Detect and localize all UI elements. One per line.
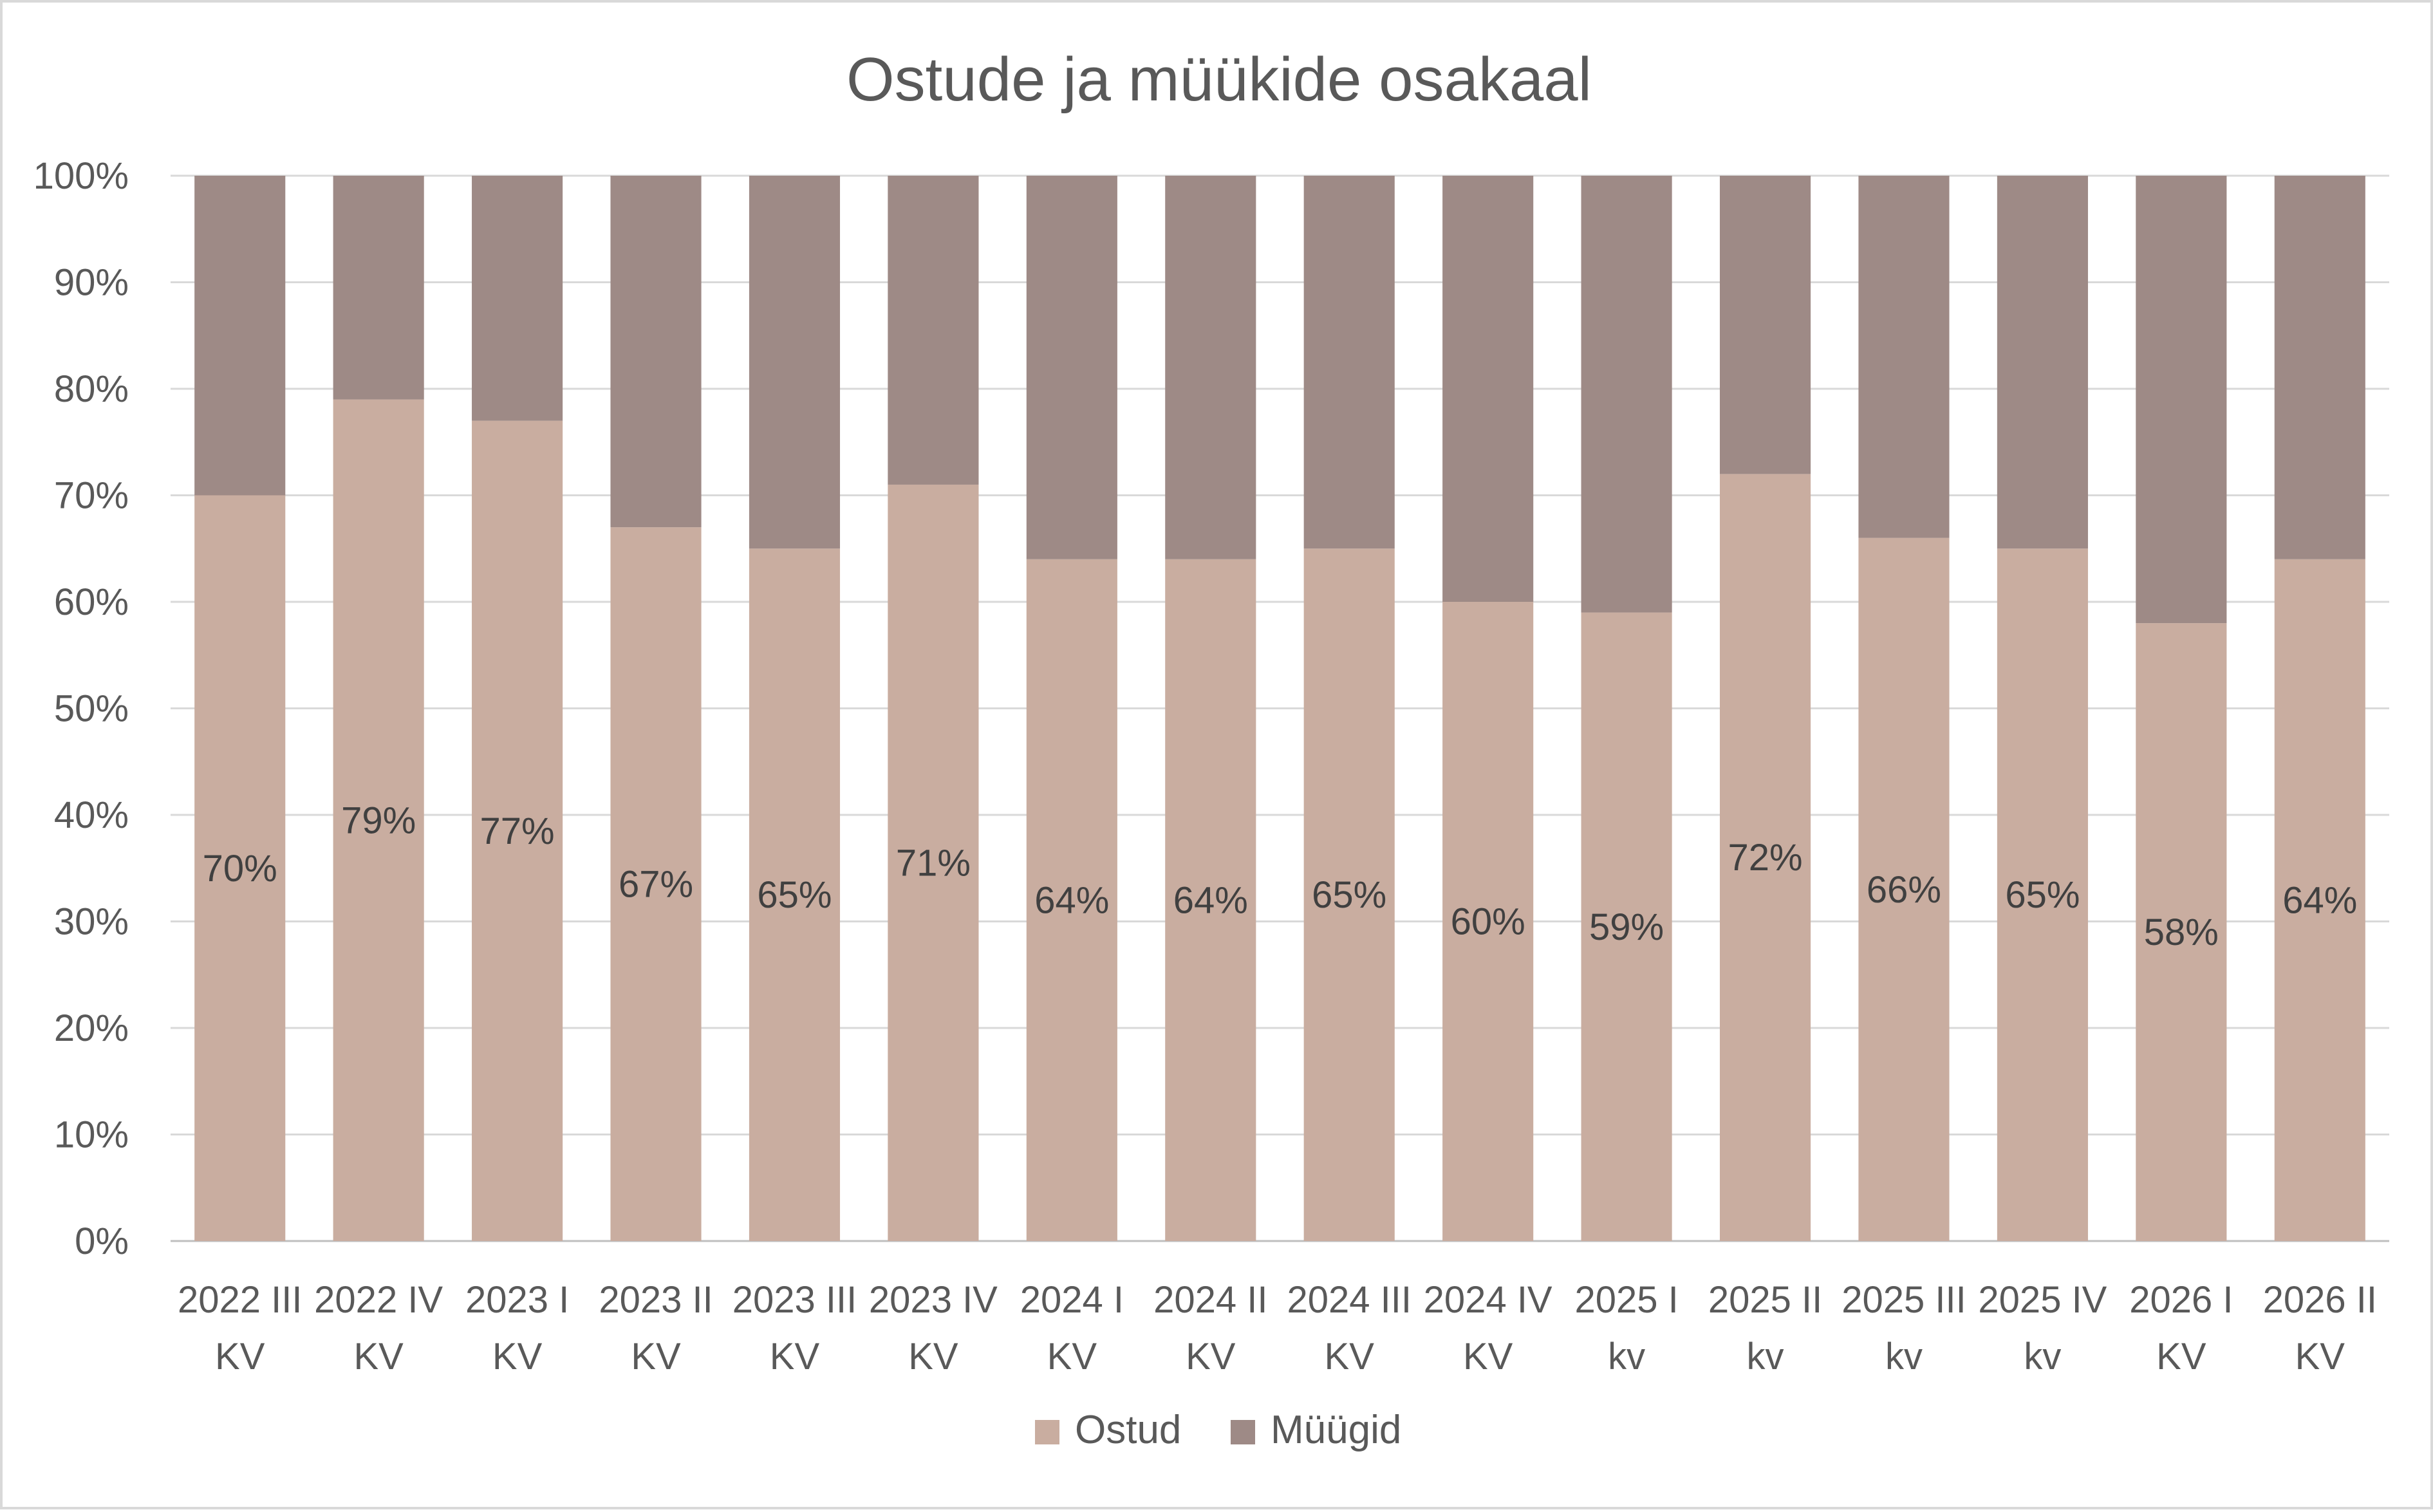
y-axis-ticks: 0% 10% 20% 30% 40% 50% 60% 70% 80% 90% 100% xyxy=(33,155,129,1262)
bar-segment-ostud xyxy=(194,495,286,1241)
x-tick-label: 2024 IV KV xyxy=(1424,1279,1552,1377)
bar-segment-muugid xyxy=(2136,176,2227,624)
y-tick-label: 100% xyxy=(33,155,129,197)
x-tick-label: 2023 IV KV xyxy=(869,1279,998,1377)
data-label: 71% xyxy=(896,842,971,884)
y-tick-label: 40% xyxy=(54,794,129,836)
x-tick-label: 2026 I KV xyxy=(2129,1279,2233,1377)
x-tick-label: 2022 IV KV xyxy=(314,1279,443,1377)
bar-segment-ostud xyxy=(2274,559,2365,1241)
bar-segment-muugid xyxy=(333,176,424,400)
data-label: 60% xyxy=(1451,901,1525,943)
bar-segment-ostud xyxy=(1997,548,2088,1241)
legend-swatch-ostud xyxy=(1035,1420,1059,1444)
bar-segment-ostud xyxy=(1026,559,1117,1241)
bar-segment-muugid xyxy=(1719,176,1811,474)
data-labels: 70% 79% 77% 67% 65% 71% 64% 64% 65% 60% 59% 72% 66% 6… xyxy=(203,799,2358,953)
x-tick-label: 2025 IV kv xyxy=(1978,1279,2107,1377)
bar-segment-ostud xyxy=(749,548,841,1241)
data-label: 59% xyxy=(1589,906,1664,948)
bar-segment-muugid xyxy=(194,176,286,496)
x-tick-label: 2022 III KV xyxy=(178,1279,302,1377)
data-label: 58% xyxy=(2144,911,2219,953)
y-tick-label: 70% xyxy=(54,475,129,517)
y-tick-label: 50% xyxy=(54,688,129,730)
bar-segment-muugid xyxy=(749,176,841,549)
data-label: 66% xyxy=(1867,869,1941,911)
bar-segment-ostud xyxy=(1442,602,1534,1241)
bar-segment-ostud xyxy=(1303,548,1395,1241)
bar-segment-ostud xyxy=(472,420,563,1241)
data-label: 65% xyxy=(2005,874,2080,916)
bar-segment-ostud xyxy=(1719,474,1811,1241)
x-tick-label: 2025 III kv xyxy=(1841,1279,1966,1377)
bar-segment-muugid xyxy=(1165,176,1256,559)
data-label: 64% xyxy=(2282,879,2357,921)
bar-segment-muugid xyxy=(1997,176,2088,549)
bar-segment-ostud xyxy=(888,484,979,1242)
data-label: 77% xyxy=(480,810,555,852)
y-tick-label: 60% xyxy=(54,581,129,623)
y-tick-label: 80% xyxy=(54,368,129,410)
bar-segment-muugid xyxy=(888,176,979,485)
bar-segment-ostud xyxy=(2136,623,2227,1241)
x-tick-label: 2023 III KV xyxy=(732,1279,857,1377)
legend-swatch-muugid xyxy=(1231,1420,1255,1444)
legend-label-ostud: Ostud xyxy=(1075,1408,1181,1452)
x-tick-label: 2023 II KV xyxy=(599,1279,713,1377)
chart-title: Ostude ja müükide osakaal xyxy=(846,45,1592,114)
x-tick-label: 2023 I KV xyxy=(465,1279,569,1377)
data-label: 72% xyxy=(1728,837,1802,879)
bar-segment-ostud xyxy=(1165,559,1256,1241)
data-label: 64% xyxy=(1173,879,1248,921)
data-label: 70% xyxy=(203,848,277,890)
y-tick-label: 10% xyxy=(54,1114,129,1156)
y-tick-label: 90% xyxy=(54,262,129,304)
x-tick-label: 2024 II KV xyxy=(1153,1279,1267,1377)
chart-svg: 70% 79% 77% 67% 65% 71% 64% 64% 65% 60% 59% 72% 66% 6… xyxy=(33,45,2389,1452)
x-tick-label: 2026 II KV xyxy=(2263,1279,2377,1377)
data-label: 67% xyxy=(619,864,693,906)
data-label: 65% xyxy=(1312,874,1386,916)
bar-segment-muugid xyxy=(1858,176,1950,538)
y-tick-label: 0% xyxy=(75,1220,129,1262)
bar-segment-muugid xyxy=(2274,176,2365,559)
y-tick-label: 30% xyxy=(54,901,129,943)
y-tick-label: 20% xyxy=(54,1007,129,1049)
bar-segment-muugid xyxy=(610,176,702,528)
bars xyxy=(194,176,2365,1242)
bar-segment-ostud xyxy=(610,527,702,1241)
x-tick-label: 2025 II kv xyxy=(1708,1279,1822,1377)
legend: Ostud Müügid xyxy=(1035,1408,1401,1452)
data-label: 79% xyxy=(341,799,416,841)
data-label: 64% xyxy=(1034,879,1109,921)
bar-segment-ostud xyxy=(333,399,424,1241)
bar-segment-ostud xyxy=(1581,612,1672,1241)
bar-segment-muugid xyxy=(1026,176,1117,559)
bar-segment-muugid xyxy=(1581,176,1672,613)
legend-label-muugid: Müügid xyxy=(1271,1408,1401,1452)
bar-segment-ostud xyxy=(1858,537,1950,1242)
bar-segment-muugid xyxy=(1303,176,1395,549)
x-tick-label: 2024 III KV xyxy=(1287,1279,1411,1377)
bar-segment-muugid xyxy=(472,176,563,421)
data-label: 65% xyxy=(757,874,832,916)
bar-segment-muugid xyxy=(1442,176,1534,602)
x-tick-label: 2024 I KV xyxy=(1020,1279,1124,1377)
